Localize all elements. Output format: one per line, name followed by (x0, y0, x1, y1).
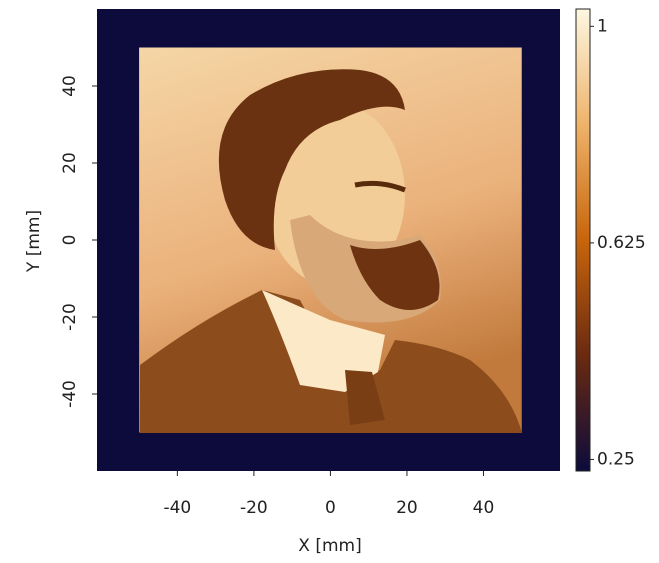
x-axis-label: X [mm] (298, 536, 361, 556)
y-axis-label: Y [mm] (24, 210, 44, 273)
colorbar (576, 9, 590, 471)
colorbar-tick-label: 1 (597, 16, 608, 36)
colorbar-tick-label: 0.25 (597, 449, 635, 469)
x-tick-label: 20 (396, 498, 418, 518)
y-tick-label: -40 (60, 380, 80, 408)
colorbar-tick-label: 0.625 (597, 233, 646, 253)
y-tick-label: -20 (60, 303, 80, 331)
y-tick-label: 40 (60, 75, 80, 97)
x-tick-label: -20 (240, 498, 268, 518)
x-tick-label: 40 (473, 498, 495, 518)
y-tick-label: 20 (60, 152, 80, 174)
x-tick-label: -40 (163, 498, 191, 518)
chart: X [mm] Y [mm] -40 -20 0 20 40 -40 -20 0 20 40 0.25… (0, 0, 659, 563)
y-tick-label: 0 (60, 235, 80, 246)
x-tick-label: 0 (325, 498, 336, 518)
